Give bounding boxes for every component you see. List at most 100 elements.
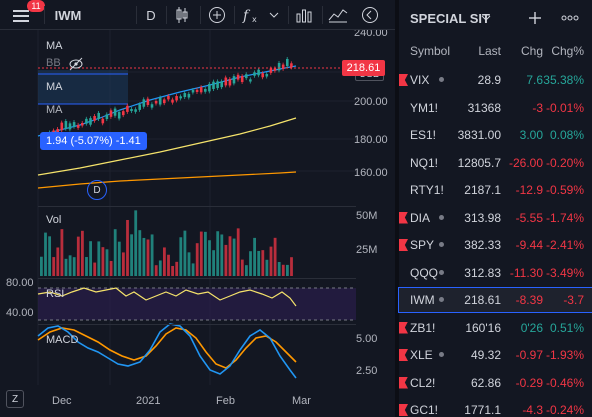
compare-button[interactable]	[205, 0, 229, 30]
symbol-search-button[interactable]: IWM	[54, 7, 82, 23]
row-last: 313.98	[464, 210, 501, 225]
time-axis-label: Feb	[216, 395, 235, 407]
eye-hidden-icon[interactable]	[68, 57, 84, 71]
volume-bar	[195, 243, 199, 276]
ma-short-line	[37, 65, 297, 137]
more-icon[interactable]	[561, 15, 579, 21]
dividend-marker[interactable]: D	[87, 180, 107, 200]
watchlist-row[interactable]: NQ1! 12805.7 -26.00 -0.20%	[399, 151, 592, 175]
candle-body	[191, 89, 195, 93]
interval-button[interactable]: D	[146, 7, 156, 23]
watchlist-row[interactable]: GC1! 1771.1 -4.3 -0.24%	[399, 398, 592, 417]
watchlist-row[interactable]: XLE 49.32 -0.97 -1.93%	[399, 343, 592, 367]
templates-button[interactable]	[292, 0, 316, 30]
flag-icon[interactable]	[399, 239, 408, 251]
candle-body	[228, 78, 232, 86]
watchlist-row[interactable]: QQQ 312.83 -11.30 -3.49%	[399, 261, 592, 285]
pane-divider[interactable]	[38, 206, 356, 207]
watchlist-row[interactable]: VIX 28.9 7.6 35.38%	[399, 68, 592, 92]
flag-icon[interactable]	[399, 376, 408, 389]
last-price-label: 218.61	[342, 60, 385, 76]
row-chg: -11.30	[509, 265, 543, 280]
ma-legend[interactable]: MA	[46, 40, 63, 52]
candle-body	[216, 81, 219, 89]
alerts-button[interactable]	[326, 0, 350, 30]
plus-circle-icon	[209, 7, 225, 23]
volume-bar	[269, 246, 273, 276]
row-last: 218.61	[464, 293, 501, 307]
candle-body	[113, 108, 117, 116]
candle-body	[117, 112, 121, 119]
macd-legend[interactable]: MACD	[46, 334, 79, 346]
flag-icon[interactable]	[399, 404, 408, 416]
candle-body	[64, 121, 68, 129]
candle-body	[122, 111, 125, 116]
volume-bar	[154, 265, 158, 276]
flag-icon[interactable]	[399, 321, 408, 334]
column-chg[interactable]: Chg	[520, 44, 543, 58]
volume-bar	[64, 258, 68, 276]
menu-button[interactable]: 11	[4, 0, 45, 30]
column-symbol[interactable]: Symbol	[410, 44, 451, 58]
watchlist-title[interactable]: SPECIAL SIT	[410, 11, 490, 26]
watchlist-row[interactable]: IWM 218.61 -8.39 -3.7	[398, 287, 592, 313]
indicators-dropdown[interactable]	[266, 0, 282, 30]
chart-area[interactable]: 240.00 200.00 180.00 160.00 50M 25M 80.0…	[0, 30, 395, 417]
chart-canvas[interactable]: 240.00 200.00 180.00 160.00 50M 25M 80.0…	[0, 30, 395, 417]
row-symbol: XLE	[410, 348, 433, 362]
volume-bar	[97, 241, 101, 276]
pane-divider[interactable]	[38, 278, 356, 279]
timezone-button[interactable]: Z	[6, 390, 24, 408]
row-symbol: NQ1!	[410, 155, 439, 170]
volume-bar	[163, 247, 166, 276]
candle-body	[85, 118, 88, 124]
pane-divider[interactable]	[38, 324, 356, 325]
chart-type-button[interactable]	[170, 0, 194, 30]
column-last[interactable]: Last	[478, 44, 501, 58]
price-axis-label: 200.00	[354, 96, 388, 108]
panel-splitter[interactable]	[395, 0, 399, 417]
time-axis-label: Dec	[52, 395, 72, 407]
candle-body	[72, 122, 76, 127]
flag-icon[interactable]	[399, 349, 408, 361]
watchlist-row[interactable]: ES1! 3831.00 3.00 0.08%	[399, 123, 592, 147]
add-symbol-icon[interactable]	[528, 11, 542, 25]
volume-bar	[138, 230, 142, 276]
volume-bar	[277, 262, 281, 276]
flag-icon[interactable]	[399, 211, 408, 224]
watchlist-row[interactable]: CL2! 62.86 -0.29 -0.46%	[399, 371, 592, 395]
candle-body	[183, 93, 187, 98]
replay-button[interactable]	[358, 0, 382, 30]
bb-legend[interactable]: BB	[46, 57, 61, 69]
svg-text:f: f	[242, 8, 251, 24]
volume-bar	[183, 230, 187, 276]
chevron-down-icon[interactable]	[481, 14, 491, 22]
watchlist-row[interactable]: SPY 382.33 -9.44 -2.41%	[399, 233, 592, 257]
ma-legend[interactable]: MA	[46, 104, 63, 116]
candles-icon	[176, 7, 188, 23]
watchlist-row[interactable]: YM1! 31368 -3 -0.01%	[399, 96, 592, 120]
watchlist-row[interactable]: DIA 313.98 -5.55 -1.74%	[399, 206, 592, 230]
column-chgp[interactable]: Chg%	[551, 44, 584, 58]
watchlist-row[interactable]: RTY1! 2187.1 -12.9 -0.59%	[399, 178, 592, 202]
row-chg: 3.00	[519, 128, 543, 142]
rsi-legend[interactable]: RSI	[46, 288, 65, 300]
volume-bar	[167, 254, 170, 276]
flag-icon[interactable]	[399, 74, 408, 86]
candle-body	[126, 105, 129, 112]
row-chgp: -3.49%	[545, 265, 584, 280]
row-last: 1771.1	[464, 403, 501, 417]
row-chgp: 35.38%	[543, 73, 584, 87]
watchlist-row[interactable]: ZB1! 160'16 0'26 0.51%	[399, 316, 592, 340]
ma-legend[interactable]: MA	[46, 81, 63, 93]
volume-legend[interactable]: Vol	[46, 214, 62, 226]
candle-body	[273, 68, 277, 71]
row-chgp: -1.74%	[545, 210, 584, 225]
candle-body	[93, 116, 96, 121]
candle-body	[240, 75, 244, 83]
volume-bar	[68, 255, 72, 276]
candle-body	[89, 118, 92, 125]
candle-body	[187, 93, 191, 98]
candle-body	[195, 89, 199, 92]
